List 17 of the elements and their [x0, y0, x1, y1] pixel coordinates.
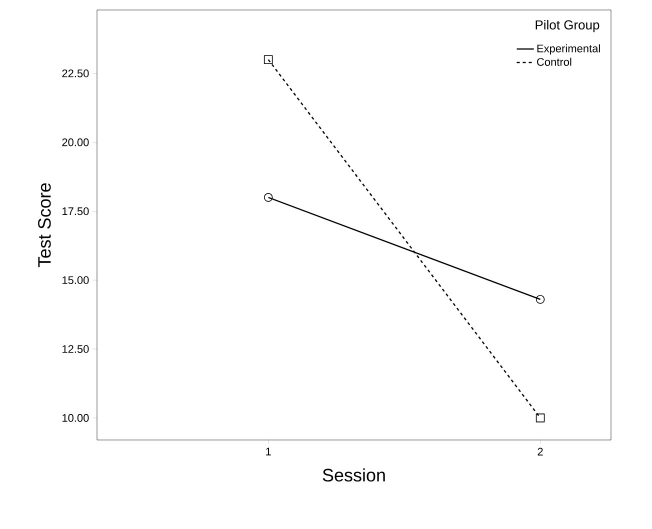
- x-tick-label: 2: [538, 448, 543, 456]
- y-axis-title: Test Score: [38, 183, 51, 268]
- legend-label: Control: [537, 58, 572, 66]
- y-tick-label: 15.00: [62, 276, 89, 284]
- x-tick-label: 1: [266, 448, 271, 456]
- point: [264, 193, 273, 202]
- y-tick-label: 17.50: [62, 207, 89, 216]
- legend-label: Experimental: [537, 44, 600, 55]
- y-tick-label: 12.50: [62, 345, 89, 353]
- x-axis-title: Session: [322, 468, 385, 482]
- point: [536, 414, 545, 422]
- y-tick-label: 10.00: [62, 414, 89, 422]
- y-tick-label: 20.00: [62, 138, 89, 146]
- legend-title: Pilot Group: [536, 20, 600, 32]
- point: [536, 295, 545, 304]
- point: [264, 55, 273, 64]
- y-tick-label: 22.50: [62, 70, 89, 78]
